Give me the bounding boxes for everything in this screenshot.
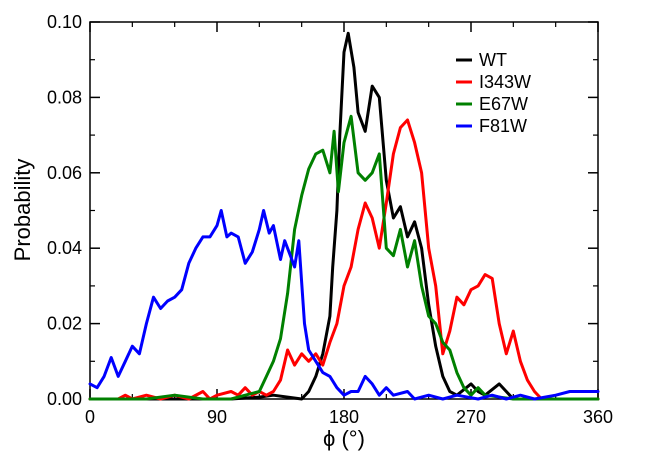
series-line-e67w bbox=[88, 114, 600, 401]
series-line-f81w bbox=[88, 209, 600, 401]
x-tick-label: 0 bbox=[85, 407, 95, 427]
x-tick-label: 270 bbox=[456, 407, 486, 427]
x-tick-label: 90 bbox=[207, 407, 227, 427]
axis-tick-labels: 0 90 180 270 360 0.00 0.02 0.04 0.06 0.08 0.10 bbox=[47, 12, 613, 427]
series-line-i343w bbox=[88, 118, 600, 401]
y-tick-label: 0.02 bbox=[47, 314, 82, 334]
series-line-wt bbox=[88, 31, 600, 401]
y-tick-label: 0.10 bbox=[47, 12, 82, 32]
legend-label-wt: WT bbox=[479, 50, 507, 70]
legend-label-i343w: I343W bbox=[479, 72, 531, 92]
legend-label-e67w: E67W bbox=[479, 94, 528, 114]
x-tick-label: 360 bbox=[583, 407, 613, 427]
y-axis-label: Probability bbox=[10, 159, 35, 262]
y-tick-label: 0.06 bbox=[47, 163, 82, 183]
x-tick-label: 180 bbox=[329, 407, 359, 427]
y-tick-label: 0.00 bbox=[47, 389, 82, 409]
y-tick-label: 0.08 bbox=[47, 87, 82, 107]
x-axis-label: ϕ (°) bbox=[323, 426, 365, 451]
series-lines bbox=[88, 31, 600, 401]
legend-label-f81w: F81W bbox=[479, 116, 527, 136]
y-tick-label: 0.04 bbox=[47, 238, 82, 258]
